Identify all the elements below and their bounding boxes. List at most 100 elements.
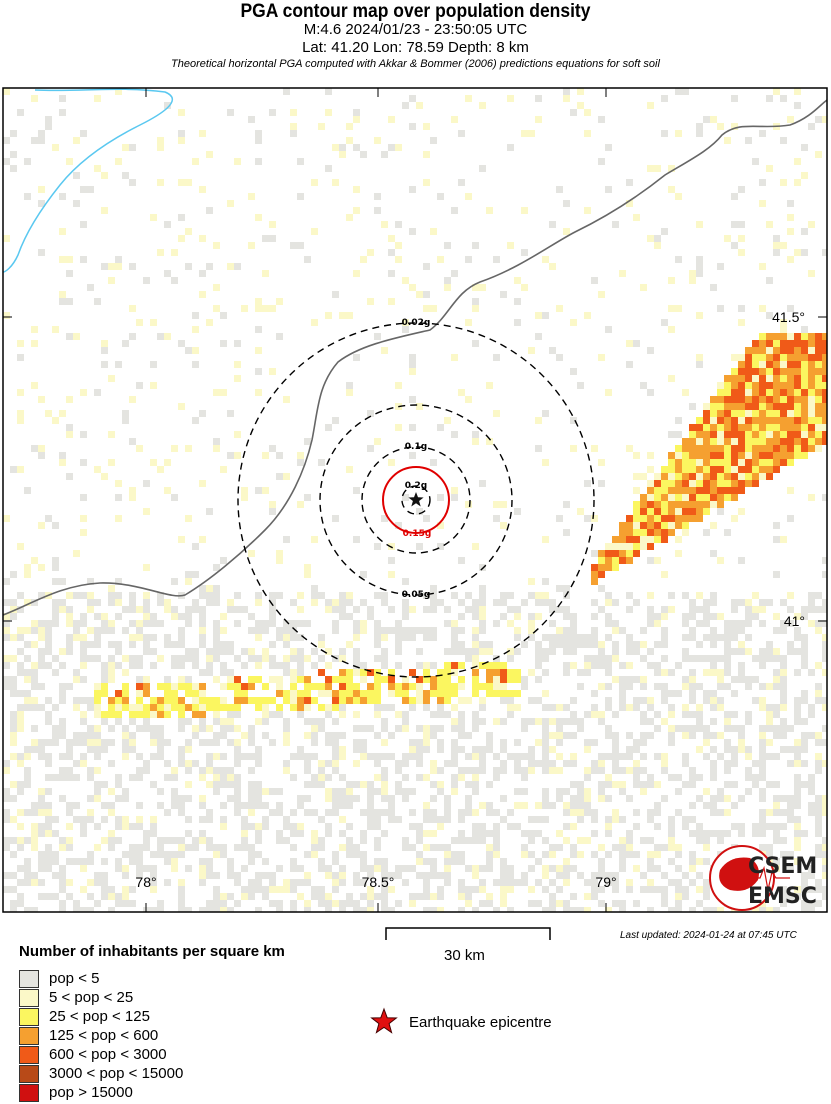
population-cell — [514, 277, 521, 284]
population-cell — [682, 515, 689, 522]
population-cell — [465, 396, 472, 403]
population-cell — [745, 648, 752, 655]
population-cell — [486, 648, 493, 655]
population-cell — [640, 739, 647, 746]
population-cell — [556, 627, 563, 634]
population-cell — [122, 753, 129, 760]
population-cell — [87, 599, 94, 606]
population-cell — [766, 417, 773, 424]
population-cell — [444, 809, 451, 816]
population-cell — [17, 865, 24, 872]
population-cell — [493, 809, 500, 816]
population-cell — [815, 361, 822, 368]
population-cell — [724, 473, 731, 480]
population-cell — [493, 844, 500, 851]
population-cell — [808, 788, 815, 795]
population-cell — [227, 669, 234, 676]
population-cell — [668, 277, 675, 284]
population-cell — [612, 711, 619, 718]
population-cell — [10, 753, 17, 760]
population-cell — [87, 767, 94, 774]
population-cell — [661, 319, 668, 326]
population-cell — [178, 760, 185, 767]
population-cell — [234, 788, 241, 795]
population-cell — [801, 781, 808, 788]
population-cell — [717, 123, 724, 130]
population-cell — [759, 774, 766, 781]
population-cell — [108, 263, 115, 270]
population-cell — [738, 249, 745, 256]
population-cell — [822, 354, 827, 361]
population-cell — [465, 893, 472, 900]
population-cell — [290, 599, 297, 606]
population-cell — [675, 480, 682, 487]
population-cell — [374, 193, 381, 200]
population-cell — [94, 690, 101, 697]
population-cell — [73, 802, 80, 809]
population-cell — [696, 774, 703, 781]
population-cell — [528, 830, 535, 837]
population-cell — [458, 130, 465, 137]
population-cell — [682, 725, 689, 732]
population-cell — [822, 809, 827, 816]
population-cell — [185, 704, 192, 711]
population-cell — [66, 298, 73, 305]
population-cell — [339, 704, 346, 711]
population-cell — [584, 711, 591, 718]
population-cell — [794, 361, 801, 368]
population-cell — [500, 893, 507, 900]
population-cell — [143, 606, 150, 613]
population-cell — [318, 837, 325, 844]
population-cell — [122, 865, 129, 872]
population-cell — [542, 459, 549, 466]
population-cell — [409, 669, 416, 676]
population-cell — [52, 669, 59, 676]
population-cell — [213, 627, 220, 634]
population-cell — [752, 480, 759, 487]
population-cell — [94, 641, 101, 648]
population-cell — [780, 655, 787, 662]
population-cell — [731, 452, 738, 459]
population-cell — [325, 676, 332, 683]
population-cell — [528, 900, 535, 907]
population-cell — [185, 907, 192, 912]
population-cell — [738, 641, 745, 648]
population-cell — [731, 648, 738, 655]
population-cell — [451, 354, 458, 361]
population-cell — [17, 627, 24, 634]
population-cell — [647, 522, 654, 529]
population-cell — [17, 879, 24, 886]
population-cell — [717, 494, 724, 501]
population-cell — [185, 578, 192, 585]
population-cell — [444, 662, 451, 669]
population-cell — [66, 396, 73, 403]
population-cell — [696, 795, 703, 802]
population-cell — [738, 410, 745, 417]
population-cell — [577, 382, 584, 389]
population-cell — [542, 592, 549, 599]
population-cell — [528, 613, 535, 620]
population-cell — [213, 739, 220, 746]
population-cell — [703, 739, 710, 746]
population-cell — [24, 599, 31, 606]
population-cell — [80, 221, 87, 228]
population-cell — [381, 599, 388, 606]
population-cell — [297, 697, 304, 704]
population-cell — [437, 704, 444, 711]
population-cell — [465, 592, 472, 599]
population-cell — [444, 620, 451, 627]
population-cell — [808, 123, 815, 130]
population-cell — [745, 683, 752, 690]
population-cell — [801, 648, 808, 655]
graticule-ticks: 78° 78.5° 79°41.5°41° — [3, 88, 827, 912]
population-cell — [640, 767, 647, 774]
population-cell — [689, 424, 696, 431]
population-cell — [801, 886, 808, 893]
population-cell — [17, 543, 24, 550]
population-cell — [3, 137, 10, 144]
population-cell — [318, 900, 325, 907]
population-cell — [738, 396, 745, 403]
population-cell — [808, 704, 815, 711]
population-cell — [696, 424, 703, 431]
population-cell — [304, 872, 311, 879]
